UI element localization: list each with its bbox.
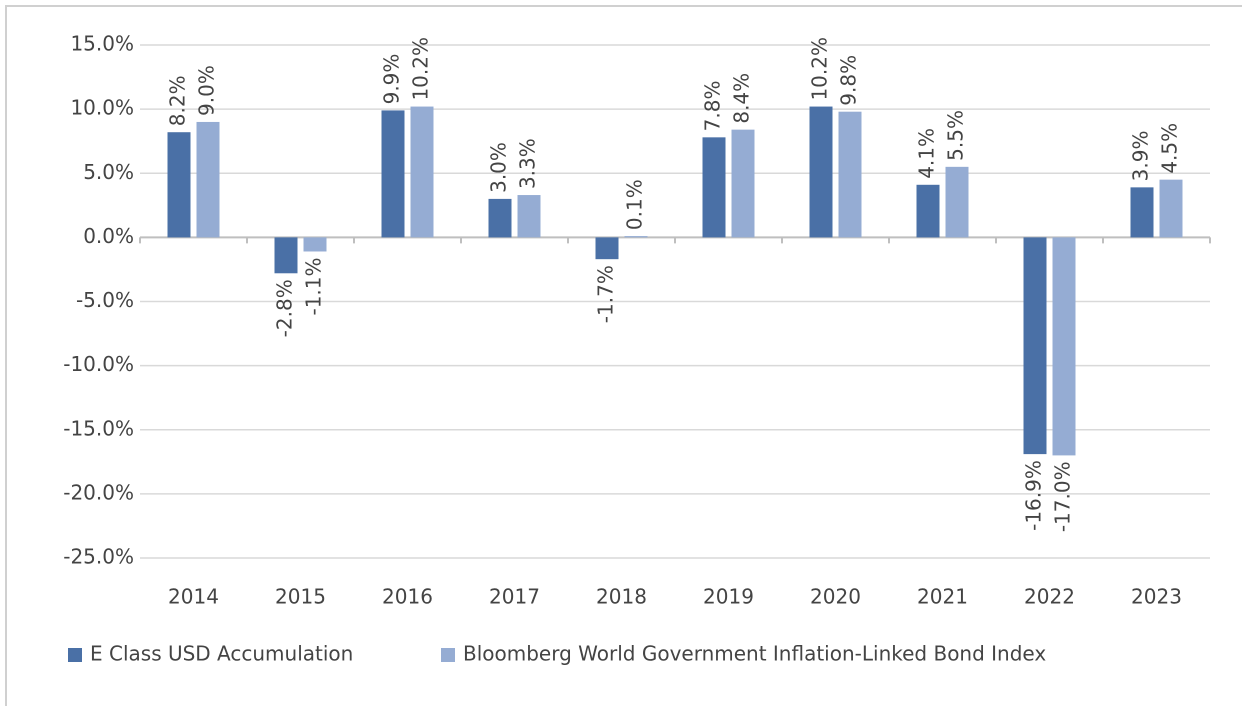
data-label: 8.2%	[166, 75, 190, 126]
legend-swatch	[441, 648, 455, 662]
bar	[1159, 179, 1183, 238]
data-label: 3.3%	[516, 138, 540, 189]
bar	[916, 184, 940, 238]
y-tick-label: 0.0%	[83, 224, 134, 248]
bar	[381, 110, 405, 238]
bar	[838, 111, 862, 238]
data-label: -17.0%	[1051, 461, 1075, 532]
data-label: 10.2%	[409, 37, 433, 101]
bar	[702, 137, 726, 238]
x-tick-label: 2017	[489, 585, 540, 609]
legend-swatch	[68, 648, 82, 662]
x-tick-label: 2019	[703, 585, 754, 609]
bar	[517, 195, 541, 238]
data-label: 10.2%	[808, 37, 832, 101]
x-tick-label: 2015	[275, 585, 326, 609]
y-tick-label: -25.0%	[63, 545, 134, 569]
data-label: 4.1%	[915, 128, 939, 179]
bar	[303, 237, 327, 252]
bar	[196, 121, 220, 238]
bar	[731, 129, 755, 238]
data-label: 7.8%	[701, 81, 725, 132]
data-label: 0.1%	[623, 179, 647, 230]
y-tick-label: -5.0%	[76, 288, 134, 312]
x-tick-label: 2023	[1131, 585, 1182, 609]
x-tick-label: 2022	[1024, 585, 1075, 609]
x-tick-label: 2021	[917, 585, 968, 609]
bar	[809, 106, 833, 238]
bar	[624, 236, 648, 238]
data-label: 3.9%	[1129, 131, 1153, 182]
bar	[595, 237, 619, 260]
x-tick-label: 2018	[596, 585, 647, 609]
data-label: 9.9%	[380, 54, 404, 105]
bar	[488, 198, 512, 238]
y-tick-label: -15.0%	[63, 416, 134, 440]
data-label: -2.8%	[273, 279, 297, 337]
bar	[274, 237, 298, 274]
y-tick-label: 10.0%	[70, 96, 134, 120]
data-label: 3.0%	[487, 142, 511, 193]
legend-label: E Class USD Accumulation	[90, 642, 353, 666]
x-tick-label: 2016	[382, 585, 433, 609]
x-tick-label: 2014	[168, 585, 219, 609]
chart-frame	[5, 5, 1242, 706]
bar	[945, 166, 969, 238]
data-label: -1.1%	[302, 257, 326, 315]
data-label: 9.8%	[837, 55, 861, 106]
y-tick-label: -20.0%	[63, 480, 134, 504]
data-label: 8.4%	[730, 73, 754, 124]
x-tick-label: 2020	[810, 585, 861, 609]
legend-label: Bloomberg World Government Inflation-Lin…	[463, 642, 1046, 666]
y-tick-label: -10.0%	[63, 352, 134, 376]
bar	[1052, 237, 1076, 456]
bar	[1023, 237, 1047, 455]
data-label: -1.7%	[594, 265, 618, 323]
bar	[1130, 187, 1154, 238]
data-label: 4.5%	[1158, 123, 1182, 174]
y-tick-label: 5.0%	[83, 160, 134, 184]
data-label: 9.0%	[195, 65, 219, 116]
data-label: 5.5%	[944, 110, 968, 161]
bar	[410, 106, 434, 238]
y-tick-label: 15.0%	[70, 32, 134, 56]
data-label: -16.9%	[1022, 460, 1046, 531]
bar	[167, 132, 191, 238]
